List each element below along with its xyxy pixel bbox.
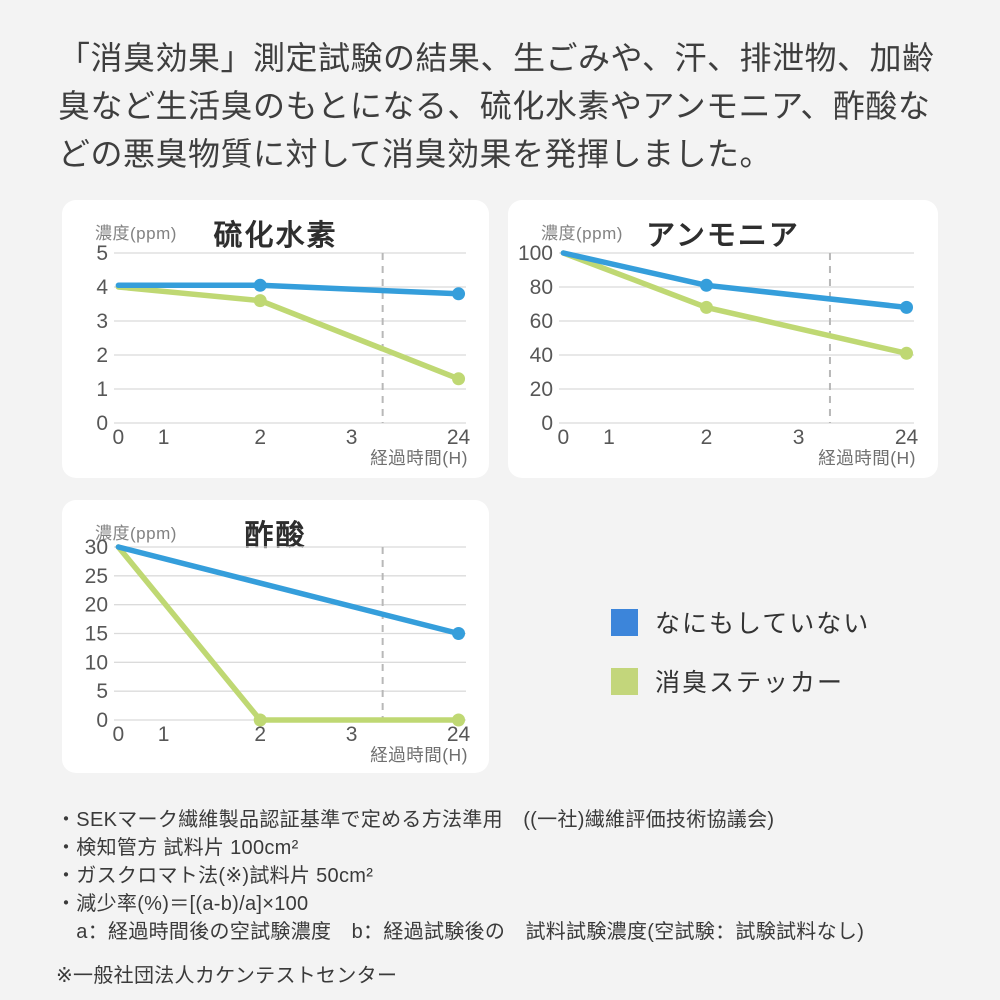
svg-text:経過時間(H): 経過時間(H) — [370, 745, 468, 765]
chart-card-ammonia: 濃度(ppm) アンモニア 100 80 60 40 20 0 0 1 2 3 24 経過時間(H) — [508, 200, 938, 478]
svg-text:60: 60 — [530, 310, 553, 333]
legend: なにもしていない 消臭ステッカー — [611, 604, 870, 722]
svg-text:10: 10 — [85, 651, 108, 674]
svg-text:0: 0 — [96, 709, 108, 732]
svg-text:3: 3 — [793, 426, 805, 449]
svg-text:0: 0 — [96, 412, 108, 435]
y-axis-label: 濃度(ppm) — [95, 524, 177, 543]
svg-text:3: 3 — [346, 426, 358, 449]
svg-text:0: 0 — [541, 412, 553, 435]
legend-swatch-blue — [611, 608, 638, 636]
svg-text:20: 20 — [530, 378, 553, 401]
intro-text: 「消臭効果」測定試験の結果、生ごみや、汗、排泄物、加齢臭など生活臭のもとになる、… — [58, 40, 935, 172]
legend-label: なにもしていない — [655, 610, 871, 638]
svg-text:24: 24 — [447, 426, 471, 449]
footnote-line: ・SEKマーク繊維製品認証基準で定める方法準用 ((一社)繊維評価技術協議会) — [56, 809, 775, 831]
svg-text:4: 4 — [96, 276, 108, 299]
svg-text:1: 1 — [158, 426, 170, 449]
footnote-line: ・ガスクロマト法(※)試料片 50cm² — [56, 865, 374, 887]
chart-card-hydrogen-sulfide: 濃度(ppm) 硫化水素 5 4 3 2 1 0 0 1 2 3 24 経過時間(H) — [62, 200, 489, 478]
footnote-test-center: ※一般社団法人カケンテストセンター — [56, 965, 398, 987]
svg-text:5: 5 — [96, 680, 108, 703]
svg-text:100: 100 — [518, 242, 553, 265]
svg-text:経過時間(H): 経過時間(H) — [818, 448, 916, 468]
footnotes: ・SEKマーク繊維製品認証基準で定める方法準用 ((一社)繊維評価技術協議会) … — [56, 806, 956, 990]
svg-text:0: 0 — [113, 723, 125, 746]
legend-item-untreated: なにもしていない — [611, 604, 870, 640]
svg-text:1: 1 — [603, 426, 615, 449]
legend-label: 消臭ステッカー — [655, 669, 845, 697]
svg-text:0: 0 — [113, 426, 125, 449]
svg-text:2: 2 — [254, 426, 266, 449]
svg-text:24: 24 — [447, 723, 471, 746]
svg-text:25: 25 — [85, 565, 108, 588]
svg-text:24: 24 — [895, 426, 919, 449]
svg-text:1: 1 — [158, 723, 170, 746]
svg-text:30: 30 — [85, 536, 108, 559]
svg-text:1: 1 — [96, 378, 108, 401]
svg-text:20: 20 — [85, 594, 108, 617]
chart-title: アンモニア — [646, 220, 800, 252]
chart-card-acetic-acid: 濃度(ppm) 酢酸 30 25 20 15 10 5 0 0 1 2 3 24 経過時間(H) — [62, 500, 489, 773]
svg-text:15: 15 — [85, 623, 108, 646]
svg-text:2: 2 — [254, 723, 266, 746]
footnote-line: ・減少率(%)＝[(a-b)/a]×100 — [56, 893, 309, 915]
svg-text:80: 80 — [530, 276, 553, 299]
y-axis-label: 濃度(ppm) — [541, 224, 623, 243]
y-axis-label: 濃度(ppm) — [95, 224, 177, 243]
footnote-line: a：経過時間後の空試験濃度 b：経過試験後の 試料試験濃度(空試験：試験試料なし… — [56, 921, 865, 943]
svg-text:2: 2 — [701, 426, 713, 449]
legend-swatch-green — [611, 667, 638, 695]
footnote-line: ・検知管方 試料片 100cm² — [56, 837, 299, 859]
svg-text:経過時間(H): 経過時間(H) — [370, 448, 468, 468]
svg-text:40: 40 — [530, 344, 553, 367]
legend-item-deodorant-sticker: 消臭ステッカー — [611, 663, 870, 699]
chart-title: 硫化水素 — [213, 220, 338, 252]
svg-text:5: 5 — [96, 242, 108, 265]
svg-text:2: 2 — [96, 344, 108, 367]
svg-text:3: 3 — [346, 723, 358, 746]
svg-text:0: 0 — [558, 426, 570, 449]
svg-text:3: 3 — [96, 310, 108, 333]
